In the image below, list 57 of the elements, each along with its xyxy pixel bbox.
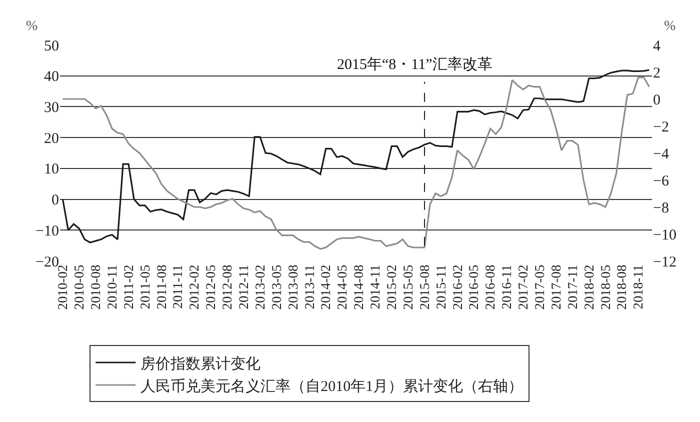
x-tick-label: 2014-05	[334, 264, 350, 310]
y2-tick-label: −2	[653, 119, 669, 136]
y2-tick-label: 2	[653, 65, 660, 82]
y-tick-label: 10	[44, 162, 59, 178]
y2-axis-title: %	[664, 19, 676, 34]
x-tick-label: 2015-05	[400, 264, 416, 310]
x-tick-label: 2013-02	[252, 264, 268, 310]
x-tick-label: 2015-08	[416, 264, 432, 310]
y-tick-label: 40	[44, 69, 59, 86]
y2-tick-label: 0	[653, 92, 660, 108]
y2-tick-label: −8	[653, 200, 669, 216]
x-tick-label: 2015-11	[433, 264, 448, 310]
x-tick-label: 2012-02	[186, 264, 202, 310]
x-tick-label: 2011-02	[120, 264, 136, 310]
x-tick-label: 2010-08	[88, 264, 104, 310]
x-tick-label: 2012-05	[203, 264, 218, 310]
x-tick-label: 2017-05	[532, 264, 548, 310]
y2-tick-label: 4	[653, 38, 661, 54]
x-tick-label: 2017-11	[564, 264, 580, 310]
x-tick-label: 2010-05	[72, 264, 87, 310]
y2-tick-label: −12	[653, 254, 676, 270]
x-tick-label: 2016-02	[450, 264, 465, 310]
x-tick-label: 2010-11	[104, 264, 120, 310]
x-tick-label: 2017-08	[548, 264, 564, 310]
x-tick-label: 2018-11	[630, 264, 646, 310]
y2-tick-label: −6	[653, 173, 670, 190]
y-axis-title: %	[26, 19, 38, 34]
x-tick-label: 2013-11	[302, 264, 317, 310]
x-tick-label: 2014-02	[318, 264, 334, 310]
x-tick-label: 2011-08	[154, 264, 169, 310]
x-tick-label: 2014-08	[351, 264, 366, 310]
y2-tick-label: −4	[653, 146, 670, 162]
legend-label: 房价指数累计变化	[140, 355, 261, 372]
x-tick-label: 2015-02	[384, 264, 400, 310]
y-tick-label: 50	[44, 38, 59, 54]
x-tick-label: 2018-05	[598, 264, 613, 310]
x-tick-label: 2013-05	[268, 264, 284, 310]
y-tick-label: 30	[44, 100, 59, 116]
x-tick-label: 2016-08	[482, 264, 498, 310]
x-tick-label: 2014-11	[368, 264, 383, 310]
y-tick-label: −20	[36, 254, 59, 270]
x-tick-label: 2016-11	[499, 264, 514, 310]
y-tick-label: 20	[44, 130, 59, 147]
x-tick-label: 2011-05	[137, 264, 152, 310]
x-tick-label: 2011-11	[170, 264, 186, 309]
x-tick-label: 2017-02	[516, 264, 531, 310]
y-tick-label: 0	[52, 192, 59, 209]
x-tick-label: 2012-08	[220, 264, 235, 310]
ref-line-label: 2015年“8・11”汇率改革	[337, 56, 492, 73]
x-tick-label: 2016-05	[466, 264, 482, 310]
x-tick-label: 2012-11	[236, 264, 252, 310]
legend-label: 人民币兑美元名义汇率（自2010年1月）累计变化（右轴）	[140, 378, 524, 395]
x-tick-label: 2018-02	[581, 264, 596, 310]
x-tick-label: 2013-08	[285, 264, 300, 310]
y2-tick-label: −10	[653, 227, 676, 244]
x-tick-label: 2018-08	[614, 264, 630, 310]
y-tick-label: −10	[36, 223, 59, 240]
